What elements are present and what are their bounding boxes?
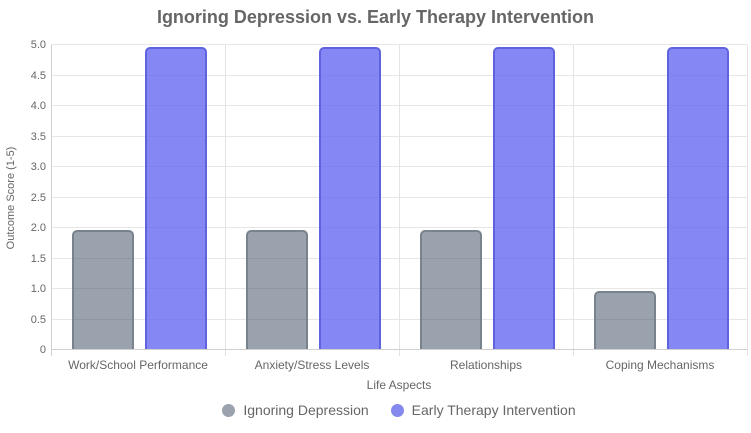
x-axis-tick-label: Work/School Performance (68, 358, 208, 372)
bar-ignoring-depression-0[interactable] (72, 230, 134, 350)
x-axis-tick-label: Relationships (449, 358, 523, 372)
y-axis-tick-label: 0.5 (30, 313, 46, 326)
gridline-horizontal (51, 44, 747, 45)
gridline-vertical (573, 45, 574, 356)
y-axis-tick-label: 1.5 (30, 252, 46, 265)
bar-ignoring-depression-2[interactable] (420, 230, 482, 350)
gridline-vertical (399, 45, 400, 356)
x-axis-tick-label: Coping Mechanisms (605, 358, 715, 372)
bar-early-therapy-intervention-0[interactable] (145, 47, 207, 350)
bar-ignoring-depression-1[interactable] (246, 230, 308, 350)
legend-item-early-therapy-intervention[interactable]: Early Therapy Intervention (390, 402, 576, 418)
x-axis-border (51, 349, 747, 350)
bar-early-therapy-intervention-1[interactable] (319, 47, 381, 350)
x-axis-title: Life Aspects (366, 378, 432, 392)
legend-marker-circle-icon (390, 403, 404, 417)
y-axis-tick-label: 2.5 (30, 191, 46, 204)
gridline-vertical (747, 45, 748, 356)
y-axis-tick-label: 0 (39, 344, 46, 356)
plot-area[interactable] (51, 44, 748, 356)
y-axis-tick-label: 4.5 (30, 69, 46, 82)
legend-label: Ignoring Depression (243, 402, 369, 418)
y-axis-tick-label: 3.0 (30, 161, 46, 173)
bar-early-therapy-intervention-2[interactable] (493, 47, 555, 350)
legend-label: Early Therapy Intervention (411, 402, 576, 418)
y-axis-tick-label: 5.0 (30, 39, 46, 51)
y-axis-border (51, 45, 52, 356)
legend-item-ignoring-depression[interactable]: Ignoring Depression (222, 402, 369, 418)
legend-marker-circle-icon (222, 403, 236, 417)
x-axis-tick-label: Anxiety/Stress Levels (254, 358, 370, 372)
y-axis-tick-label: 2.0 (30, 222, 46, 234)
legend: Ignoring Depression Early Therapy Interv… (51, 402, 747, 418)
chart-title: Ignoring Depression vs. Early Therapy In… (156, 7, 595, 27)
bar-ignoring-depression-3[interactable] (594, 291, 656, 350)
y-axis-tick-label: 1.0 (30, 283, 46, 295)
gridline-vertical (225, 45, 226, 356)
y-axis-tick-label: 4.0 (30, 100, 46, 112)
y-axis-tick-label: 3.5 (30, 130, 46, 143)
bar-early-therapy-intervention-3[interactable] (667, 47, 729, 350)
